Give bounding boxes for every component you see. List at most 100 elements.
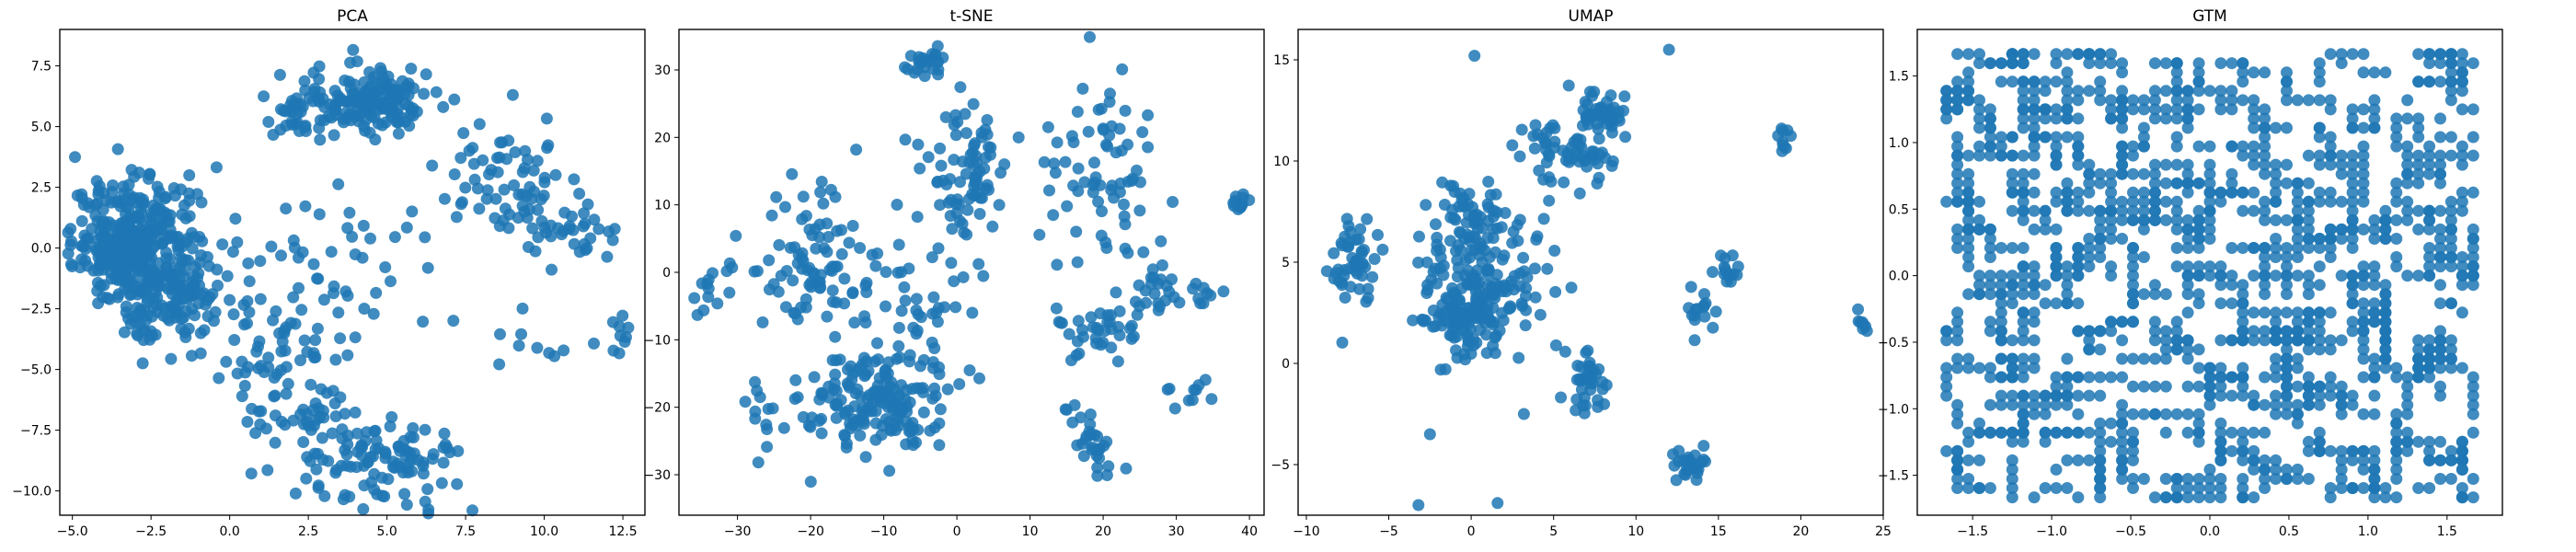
scatter-point — [810, 242, 822, 255]
scatter-point — [2127, 444, 2139, 457]
scatter-point — [2192, 435, 2205, 448]
scatter-point — [2390, 260, 2403, 273]
scatter-point — [2412, 343, 2425, 356]
scatter-point — [911, 211, 924, 224]
scatter-point — [866, 405, 878, 418]
scatter-point — [2094, 48, 2107, 61]
scatter-point — [1951, 48, 1964, 61]
scatter-point — [2061, 204, 2074, 217]
scatter-point — [2127, 204, 2139, 217]
scatter-point — [2270, 251, 2283, 263]
scatter-point — [2050, 297, 2063, 310]
scatter-point — [1340, 213, 1353, 225]
scatter-point — [351, 427, 363, 440]
scatter-point — [2105, 103, 2118, 116]
scatter-point — [772, 285, 785, 298]
scatter-point — [2148, 213, 2161, 226]
scatter-point — [2072, 158, 2085, 171]
scatter-point — [2467, 251, 2479, 263]
scatter-point — [2116, 57, 2129, 70]
scatter-point — [932, 242, 945, 255]
scatter-point — [421, 483, 434, 496]
scatter-point — [2203, 389, 2216, 402]
scatter-point — [97, 263, 109, 276]
scatter-point — [75, 188, 88, 201]
scatter-point — [1984, 325, 1996, 338]
scatter-point — [1530, 234, 1543, 246]
scatter-point — [2390, 140, 2403, 153]
scatter-point — [1984, 242, 1996, 254]
scatter-point — [2467, 131, 2479, 144]
scatter-point — [1540, 144, 1552, 156]
scatter-point — [2203, 204, 2216, 217]
scatter-point — [2401, 177, 2414, 190]
scatter-point — [2050, 389, 2063, 402]
scatter-point — [370, 286, 383, 299]
scatter-point — [2281, 352, 2293, 365]
scatter-point — [2412, 131, 2425, 144]
scatter-point — [2324, 306, 2337, 319]
scatter-point — [90, 244, 103, 257]
scatter-point — [2017, 167, 2030, 180]
scatter-point — [328, 129, 340, 142]
scatter-point — [2357, 334, 2370, 347]
scatter-point — [2302, 371, 2315, 384]
scatter-point — [311, 322, 324, 335]
scatter-point — [1113, 305, 1126, 317]
scatter-point — [1100, 469, 1113, 481]
scatter-point — [2017, 121, 2030, 134]
scatter-point — [846, 286, 859, 299]
scatter-point — [789, 307, 802, 320]
scatter-point — [2434, 343, 2446, 356]
scatter-point — [1487, 223, 1500, 236]
scatter-point — [1571, 360, 1584, 372]
scatter-point — [933, 417, 946, 430]
scatter-point — [2444, 362, 2457, 374]
scatter-point — [2061, 297, 2074, 310]
scatter-point — [796, 213, 809, 225]
scatter-point — [2006, 473, 2018, 485]
scatter-point — [1091, 469, 1104, 482]
scatter-point — [2281, 325, 2293, 338]
scatter-point — [2313, 186, 2326, 199]
scatter-point — [2237, 491, 2249, 504]
scatter-point — [2225, 389, 2238, 402]
scatter-point — [2116, 408, 2129, 420]
scatter-point — [2006, 288, 2018, 301]
scatter-point — [2159, 213, 2172, 226]
scatter-point — [2094, 204, 2107, 217]
scatter-point — [516, 302, 529, 315]
scatter-point — [201, 250, 213, 263]
scatter-point — [2137, 140, 2150, 153]
scatter-point — [331, 89, 344, 102]
scatter-point — [2455, 158, 2468, 171]
scatter-point — [2170, 491, 2183, 504]
scatter-point — [2006, 435, 2018, 448]
scatter-point — [1120, 462, 1133, 475]
scatter-point — [1697, 440, 1710, 453]
scatter-point — [927, 291, 940, 304]
scatter-point — [494, 328, 506, 340]
scatter-point — [293, 282, 305, 294]
scatter-point — [1662, 43, 1675, 56]
scatter-point — [379, 261, 392, 273]
scatter-point — [2259, 426, 2271, 439]
scatter-point — [960, 127, 972, 140]
scatter-point — [696, 277, 708, 290]
scatter-point — [2159, 57, 2172, 70]
scatter-point — [2434, 454, 2446, 466]
y-tick-label: −5.0 — [20, 363, 52, 378]
scatter-point — [2401, 426, 2414, 439]
scatter-point — [1592, 400, 1604, 413]
scatter-point — [2028, 121, 2041, 134]
scatter-point — [2170, 131, 2183, 144]
scatter-point — [993, 199, 1006, 212]
scatter-point — [2237, 66, 2249, 79]
scatter-point — [799, 293, 812, 305]
scatter-point — [315, 383, 328, 396]
scatter-point — [2148, 352, 2161, 365]
scatter-point — [966, 306, 979, 319]
scatter-point — [435, 477, 448, 489]
scatter-point — [2281, 251, 2293, 263]
scatter-point — [1678, 467, 1691, 480]
